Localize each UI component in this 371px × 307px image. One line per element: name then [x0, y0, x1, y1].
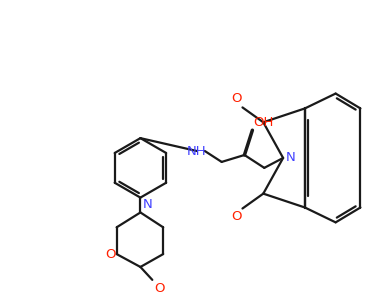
Text: OH: OH	[253, 116, 274, 129]
Text: O: O	[231, 92, 242, 105]
Text: N: N	[142, 198, 152, 212]
Text: N: N	[286, 151, 296, 165]
Text: O: O	[154, 282, 165, 295]
Text: O: O	[105, 247, 116, 261]
Text: NH: NH	[187, 145, 207, 157]
Text: O: O	[231, 211, 242, 223]
